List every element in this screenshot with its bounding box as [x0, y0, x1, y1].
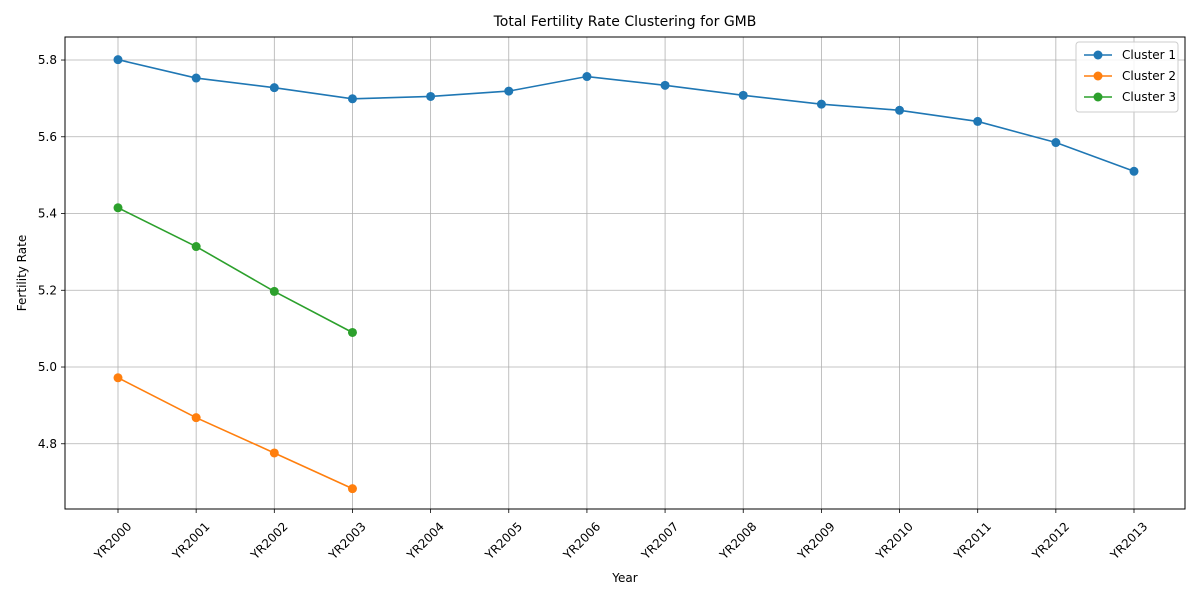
- y-axis-label: Fertility Rate: [15, 235, 29, 311]
- data-point: [191, 73, 201, 83]
- data-point: [113, 373, 123, 383]
- data-point: [504, 86, 514, 96]
- data-point: [269, 83, 279, 93]
- data-point: [426, 91, 436, 101]
- legend-label: Cluster 1: [1122, 48, 1176, 62]
- data-point: [1129, 166, 1139, 176]
- data-point: [113, 203, 123, 213]
- series-line: [117, 207, 353, 334]
- data-point: [269, 448, 279, 458]
- y-tick-label: 4.8: [38, 437, 57, 451]
- y-tick-label: 5.6: [38, 130, 57, 144]
- data-point: [113, 55, 123, 65]
- data-point: [269, 286, 279, 296]
- legend-marker: [1093, 50, 1103, 60]
- series-3: [113, 203, 357, 337]
- data-point: [1051, 138, 1061, 148]
- data-point: [347, 484, 357, 494]
- legend-label: Cluster 2: [1122, 69, 1176, 83]
- series-lines: [113, 55, 1139, 494]
- data-point: [347, 94, 357, 104]
- legend-marker: [1093, 92, 1103, 102]
- grid: [65, 37, 1185, 509]
- legend-marker: [1093, 71, 1103, 81]
- data-point: [582, 72, 592, 82]
- data-point: [660, 80, 670, 90]
- data-point: [973, 116, 983, 126]
- legend-label: Cluster 3: [1122, 90, 1176, 104]
- chart-title: Total Fertility Rate Clustering for GMB: [493, 14, 757, 30]
- plot-area-frame: [64, 36, 1186, 510]
- y-tick-label: 5.8: [38, 53, 57, 67]
- y-axis-ticks: 4.8 5.0 5.2 5.4 5.6 5.8: [38, 53, 65, 451]
- series-line: [117, 58, 1135, 173]
- series-1: [113, 55, 1139, 176]
- y-tick-label: 5.4: [38, 207, 57, 221]
- data-point: [191, 413, 201, 423]
- data-point: [738, 90, 748, 100]
- data-point: [895, 105, 905, 115]
- data-point: [191, 242, 201, 252]
- series-2: [113, 373, 357, 494]
- data-point: [347, 327, 357, 337]
- series-line: [117, 377, 353, 490]
- y-tick-label: 5.0: [38, 360, 57, 374]
- data-point: [816, 99, 826, 109]
- y-tick-label: 5.2: [38, 283, 57, 297]
- x-axis-label: Year: [611, 571, 637, 585]
- legend: Cluster 1 Cluster 2 Cluster 3: [1075, 41, 1179, 113]
